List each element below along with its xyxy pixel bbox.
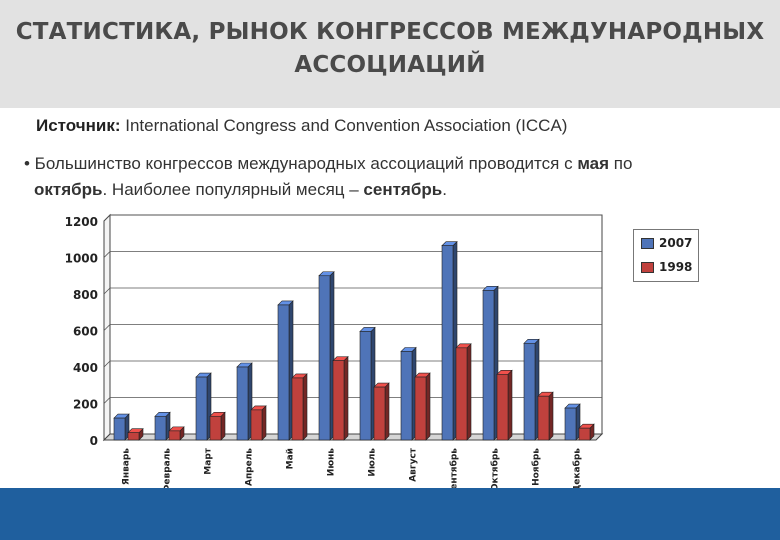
bullet-part-2: по [609,154,633,173]
source-label: Источник: [36,116,121,135]
x-tick-label: Ноябрь [531,448,542,486]
x-tick-label: Февраль [163,448,173,494]
footer-band [0,488,780,540]
x-tick-label: Апрель [245,448,255,486]
bar-2007-4 [277,300,294,441]
bullet-bold-may: мая [577,154,610,173]
chart-legend: 2007 1998 [633,229,699,282]
x-tick-label: Июнь [327,448,337,477]
bar-2007-0 [113,413,130,441]
bar-1998-3 [250,405,267,441]
bullet-line-1: • Большинство конгрессов международных а… [24,151,724,177]
gridline-diag [103,360,111,368]
page-title: СТАТИСТИКА, РЫНОК КОНГРЕССОВ МЕЖДУНАРОДН… [0,16,780,82]
title-line-1: СТАТИСТИКА, РЫНОК КОНГРЕССОВ МЕЖДУНАРОДН… [15,19,765,45]
gridline-diag [103,324,111,331]
source-text: International Congress and Convention As… [120,116,568,135]
x-tick-label: Март [204,447,214,474]
gridline-diag [103,397,111,404]
x-tick-label: Май [286,448,296,469]
bar-2007-6 [359,326,376,441]
bullet-line-2: октябрь. Наиболее популярный месяц – сен… [24,177,724,203]
legend-swatch-2007 [641,238,654,249]
bullet-part-3: . Наиболее популярный месяц – [102,180,364,199]
bar-1998-1 [168,426,185,441]
bar-2007-9 [482,285,499,441]
legend-item-2007: 2007 [641,236,692,250]
x-tick-label: Июль [368,448,378,477]
source-line: Источник: International Congress and Con… [36,116,567,136]
y-tick-label: 800 [73,288,98,302]
bullet-part-1: • Большинство конгрессов международных а… [24,154,578,173]
x-tick-label: Сентябрь [449,448,460,497]
y-tick-label: 200 [73,398,98,412]
x-tick-label: Январь [122,448,132,485]
bullet-bold-september: сентябрь [363,180,443,199]
y-tick-label: 0 [90,434,98,448]
bar-2007-10 [523,338,540,441]
y-tick-label: 1000 [65,252,98,266]
bar-1998-2 [209,411,226,441]
gridline-diag [103,214,111,222]
bar-1998-8 [455,343,472,441]
y-tick-label: 1200 [65,215,98,229]
bar-1998-7 [414,372,431,441]
bar-2007-3 [236,362,253,441]
legend-label-2007: 2007 [659,236,693,250]
x-tick-label: Декабрь [572,448,583,493]
x-tick-label: Октябрь [490,448,501,491]
title-line-2: АССОЦИАЦИЙ [294,52,486,78]
gridline-diag [103,251,111,258]
bar-2007-2 [195,372,212,441]
bullet-part-4: . [442,180,447,199]
bullet-bold-october: октябрь [34,180,103,199]
y-tick-label: 400 [73,361,98,375]
gridline-diag [103,287,111,295]
bar-1998-9 [496,369,513,441]
legend-item-1998: 1998 [641,260,692,274]
bar-2007-1 [154,411,171,441]
bar-1998-5 [332,355,349,441]
bar-2007-7 [400,346,417,441]
bullet-text: • Большинство конгрессов международных а… [24,151,724,203]
header-band [0,0,780,108]
bar-1998-10 [537,391,554,441]
bar-1998-4 [291,373,308,441]
bar-1998-6 [373,382,390,441]
bar-1998-0 [127,427,144,441]
bar-2007-8 [441,240,458,441]
x-tick-label: Август [409,447,419,482]
bar-2007-5 [318,271,335,441]
bar-2007-11 [564,403,581,441]
legend-label-1998: 1998 [659,260,693,274]
bar-1998-11 [578,423,595,441]
legend-swatch-1998 [641,262,654,273]
y-tick-label: 600 [73,325,98,339]
